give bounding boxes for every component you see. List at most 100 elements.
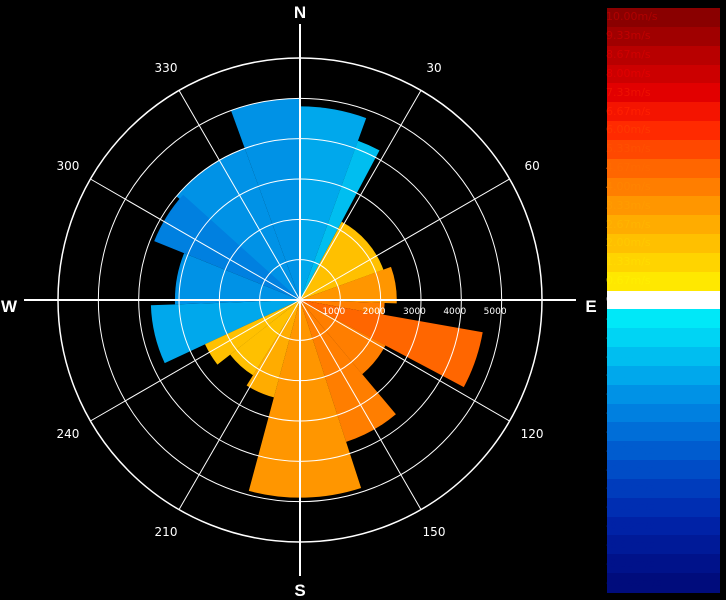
range-ring-label: 3000 <box>403 307 426 317</box>
azimuth-line-240 <box>90 299 301 422</box>
velocity-sector-11 <box>300 300 385 315</box>
scale-swatch <box>607 441 720 461</box>
scale-swatch <box>607 403 720 424</box>
scale-swatch <box>607 196 720 216</box>
bearing-label-120: 120 <box>521 427 544 441</box>
scale-label: -10.00m/s <box>606 575 662 589</box>
scale-swatch <box>607 45 720 66</box>
scale-label: -1.33m/s <box>606 330 655 344</box>
scale-label: 6.67m/s <box>606 104 651 118</box>
scale-swatch <box>607 497 720 518</box>
scale-swatch <box>607 8 720 28</box>
velocity-sector-10 <box>300 266 397 304</box>
scale-label: 7.33m/s <box>606 85 651 99</box>
velocity-sector-13 <box>300 300 386 375</box>
velocity-sectors <box>150 98 483 498</box>
scale-swatch <box>607 177 720 197</box>
velocity-sector-15 <box>248 300 362 498</box>
range-ring-label: 4000 <box>443 307 466 317</box>
scale-swatch <box>607 554 720 574</box>
velocity-sector-4 <box>154 194 300 300</box>
scale-swatch <box>607 158 720 179</box>
azimuth-line-120 <box>299 299 510 422</box>
scale-swatch <box>607 328 720 348</box>
radar-velocity-display: N E S W 1000 2000 3000 4000 5000 30 60 120 150 21… <box>1 3 597 600</box>
bearing-label-210: 210 <box>155 525 178 539</box>
bearing-label-300: 300 <box>56 159 79 173</box>
scale-swatch <box>607 215 720 235</box>
azimuth-line-30 <box>299 90 422 301</box>
scale-label: 1.33m/s <box>606 255 651 269</box>
bearing-label-150: 150 <box>423 525 446 539</box>
bearing-label-60: 60 <box>524 159 539 173</box>
velocity-sector-1 <box>300 106 367 301</box>
scale-label: 2.00m/s <box>606 236 651 250</box>
west-label: W <box>1 297 18 316</box>
scale-label: -4.67m/s <box>606 424 655 438</box>
scale-label: -8.00m/s <box>606 519 655 533</box>
scale-swatch <box>607 347 720 367</box>
bearing-label-30: 30 <box>426 61 441 75</box>
velocity-sector-7 <box>205 300 300 365</box>
scale-swatch <box>607 422 720 442</box>
scale-label: -4.00m/s <box>606 406 655 420</box>
scale-label: 9.33m/s <box>606 29 651 43</box>
scale-swatch <box>607 271 720 292</box>
bearing-label-240: 240 <box>56 427 79 441</box>
polar-labels: N E S W 1000 2000 3000 4000 5000 30 60 120 150 21… <box>1 3 597 600</box>
scale-label: 0.67m/s <box>606 274 651 288</box>
scale-label: -2.00m/s <box>606 349 655 363</box>
scale-label: 2.67m/s <box>606 217 651 231</box>
scale-label: 8.67m/s <box>606 48 651 62</box>
scale-swatch <box>607 573 720 593</box>
scale-swatch <box>607 478 720 499</box>
scale-label: 4.00m/s <box>606 179 651 193</box>
scale-label: 4.67m/s <box>606 161 651 175</box>
azimuth-line-330 <box>178 90 301 301</box>
east-label: E <box>585 297 596 316</box>
range-ring-label: 5000 <box>484 307 507 317</box>
velocity-sector-0 <box>231 98 300 300</box>
scale-swatch <box>607 460 720 480</box>
scale-swatch <box>607 102 720 122</box>
scale-label: 8.00m/s <box>606 66 651 80</box>
range-ring-label: 2000 <box>363 307 386 317</box>
azimuth-line-300 <box>90 178 301 301</box>
velocity-sector-9 <box>300 221 384 300</box>
azimuth-line-150 <box>299 299 422 510</box>
scale-swatch <box>607 309 720 329</box>
scale-swatch <box>607 384 720 405</box>
scale-swatch <box>607 234 720 254</box>
velocity-sector-5 <box>174 253 300 305</box>
north-label: N <box>294 3 306 22</box>
velocity-sector-16 <box>246 300 300 398</box>
scale-swatch <box>607 252 720 273</box>
scale-label: -7.33m/s <box>606 500 655 514</box>
velocity-sector-8 <box>230 300 300 376</box>
scale-label: 6.00m/s <box>606 123 651 137</box>
south-label: S <box>294 581 305 600</box>
scale-label: -5.33m/s <box>606 443 655 457</box>
scale-label: -0.67m/s <box>606 311 655 325</box>
scale-label: -6.00m/s <box>606 462 655 476</box>
azimuth-line-60 <box>299 178 510 301</box>
scale-label: -9.33m/s <box>606 556 655 570</box>
scale-swatch <box>607 121 720 141</box>
azimuth-line-210 <box>178 299 301 510</box>
range-ring-label: 1000 <box>322 307 345 317</box>
scale-label: -6.67m/s <box>606 481 655 495</box>
velocity-sector-14 <box>300 300 396 442</box>
scale-label: 10.00m/s <box>606 10 658 24</box>
bearing-label-330: 330 <box>155 61 178 75</box>
scale-swatch <box>607 365 720 386</box>
scale-swatch <box>607 83 720 103</box>
scale-label: -3.33m/s <box>606 387 655 401</box>
scale-swatch <box>607 26 720 47</box>
scale-label: 5.33m/s <box>606 142 651 156</box>
scale-label: -8.67m/s <box>606 537 655 551</box>
velocity-sector-2 <box>300 140 380 300</box>
velocity-sector-12 <box>300 300 483 388</box>
scale-swatch <box>607 516 720 537</box>
polar-grid <box>24 24 576 576</box>
scale-swatch <box>607 64 720 84</box>
